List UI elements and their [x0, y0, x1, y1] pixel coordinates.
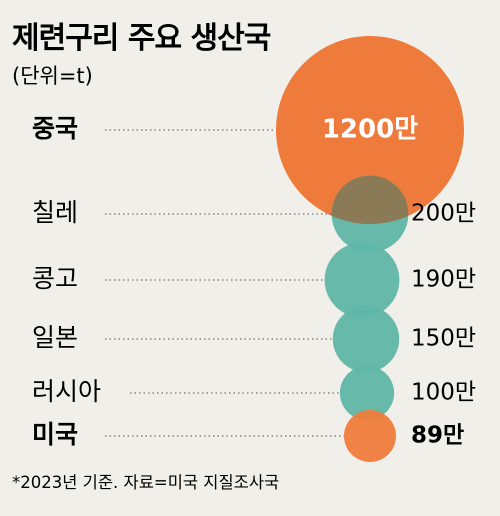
bubble [276, 36, 464, 224]
bubble [339, 365, 395, 421]
footnote: *2023년 기준. 자료=미국 지질조사국 [12, 473, 279, 492]
category-label: 미국 [32, 420, 78, 449]
category-label: 일본 [32, 323, 78, 352]
unit-label: (단위=t) [12, 64, 93, 88]
category-label: 중국 [32, 114, 78, 143]
value-label: 89만 [411, 423, 464, 449]
bubble-overlap [331, 175, 409, 224]
bubble [324, 242, 400, 318]
value-label: 200만 [411, 201, 476, 227]
bubble [332, 305, 400, 373]
value-label: 190만 [411, 267, 476, 293]
chart-title: 제련구리 주요 생산국 [12, 21, 271, 56]
category-label: 콩고 [32, 264, 78, 293]
value-label: 100만 [411, 380, 476, 406]
value-label: 1200만 [322, 115, 418, 145]
value-label: 150만 [411, 326, 476, 352]
category-label: 러시아 [32, 377, 101, 406]
bubble [344, 410, 396, 462]
category-label: 칠레 [32, 198, 78, 227]
